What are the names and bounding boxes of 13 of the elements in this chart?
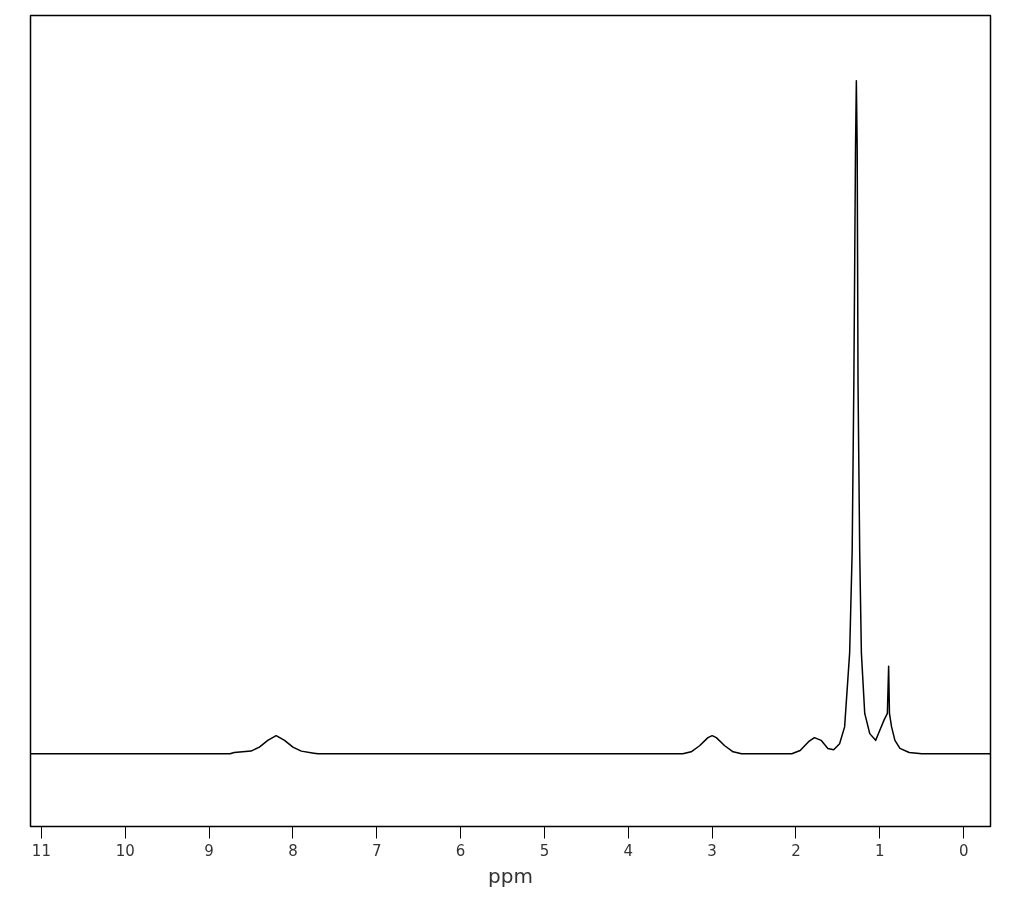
x-tick-label: 5 (539, 841, 550, 860)
x-tick-label: 6 (455, 841, 466, 860)
x-tick-label: 1 (875, 841, 885, 860)
x-tick-label: 8 (288, 841, 298, 860)
x-tick-label: 3 (707, 841, 717, 860)
x-tick-label: 11 (31, 841, 51, 860)
x-axis-title: ppm (488, 863, 533, 888)
x-tick-label: 4 (623, 841, 634, 860)
x-tick-label: 0 (958, 841, 969, 860)
x-tick-label: 10 (115, 841, 135, 860)
x-tick-label: 2 (791, 841, 801, 860)
x-tick-label: 7 (372, 841, 382, 860)
x-tick-label: 9 (204, 841, 214, 860)
